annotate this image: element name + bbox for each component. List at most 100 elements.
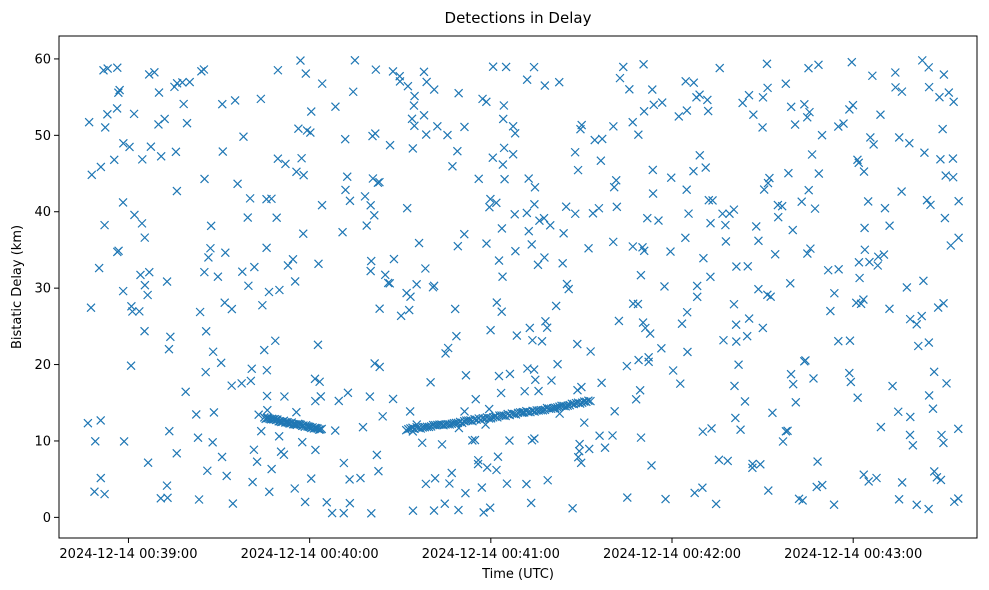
scatter-point (594, 203, 604, 213)
scatter-point (725, 209, 734, 219)
scatter-point (100, 489, 110, 499)
scatter-point (922, 195, 932, 205)
scatter-point (715, 63, 725, 73)
scatter-point (430, 473, 440, 483)
scatter-point (762, 59, 772, 69)
scatter-point (402, 288, 412, 298)
scatter-point (763, 178, 773, 188)
scatter-point (744, 90, 754, 100)
scatter-point (946, 241, 956, 250)
scatter-point (939, 438, 948, 448)
scatter-point (343, 388, 353, 398)
scatter-points (83, 55, 964, 518)
scatter-point (702, 95, 712, 105)
scatter-point (118, 198, 128, 207)
scatter-point (419, 67, 429, 77)
scatter-point (953, 424, 963, 434)
scatter-point (938, 124, 948, 134)
scatter-point (865, 132, 875, 142)
scatter-point (322, 497, 332, 507)
chart-title: Detections in Delay (445, 9, 592, 27)
scatter-point (497, 307, 507, 317)
scatter-point (505, 436, 514, 446)
track-point (453, 418, 463, 428)
scatter-point (781, 79, 791, 89)
scatter-point (486, 325, 496, 335)
scatter-point (543, 475, 553, 485)
scatter-point (768, 408, 777, 418)
scatter-point (283, 261, 293, 270)
scatter-point (195, 307, 205, 317)
scatter-point (403, 81, 413, 91)
scatter-point (845, 336, 855, 346)
scatter-point (488, 153, 498, 163)
scatter-point (432, 121, 442, 131)
scatter-point (919, 148, 929, 158)
scatter-point (482, 239, 491, 249)
scatter-point (404, 305, 414, 315)
scatter-point (781, 426, 791, 436)
scatter-point (859, 167, 869, 176)
scatter-point (488, 62, 498, 72)
scatter-point (773, 212, 783, 222)
scatter-point (484, 404, 494, 414)
scatter-point (296, 56, 305, 65)
scatter-point (586, 347, 596, 356)
scatter-point (202, 466, 212, 476)
scatter-point (885, 221, 895, 231)
scatter-point (230, 96, 240, 105)
scatter-point (612, 202, 622, 212)
scatter-point (929, 467, 939, 476)
track-point (488, 412, 498, 422)
scatter-point (902, 283, 912, 292)
scatter-point (498, 272, 507, 282)
scatter-point (628, 299, 638, 309)
scatter-point (313, 340, 323, 350)
scatter-point (444, 479, 454, 488)
scatter-point (314, 259, 323, 269)
scatter-point (666, 173, 676, 183)
scatter-point (748, 459, 758, 469)
scatter-point (539, 213, 549, 223)
scatter-point (454, 88, 464, 98)
scatter-point (249, 445, 259, 455)
scatter-point (834, 264, 844, 274)
scatter-point (208, 347, 218, 357)
scatter-point (127, 307, 137, 316)
scatter-point (555, 409, 565, 419)
scatter-point (375, 177, 384, 187)
scatter-point (677, 319, 687, 329)
scatter-point (660, 281, 669, 291)
scatter-point (628, 117, 638, 127)
scatter-point (530, 182, 540, 192)
scatter-point (553, 359, 562, 369)
scatter-point (954, 233, 964, 243)
scatter-point (481, 97, 491, 107)
scatter-point (459, 229, 469, 239)
scatter-point (853, 155, 862, 165)
scatter-point (692, 281, 702, 291)
scatter-point (526, 498, 536, 508)
scatter-point (345, 475, 354, 484)
scatter-point (576, 458, 586, 468)
scatter-point (288, 254, 298, 264)
scatter-point (692, 92, 701, 102)
scatter-point (136, 270, 145, 280)
scatter-point (644, 352, 654, 362)
scatter-point (863, 197, 873, 206)
scatter-point (171, 147, 181, 157)
scatter-point (912, 319, 922, 329)
scatter-point (115, 85, 125, 95)
x-axis-label: Time (UTC) (481, 567, 554, 582)
scatter-point (631, 394, 641, 404)
scatter-point (785, 278, 795, 288)
scatter-point (730, 413, 740, 423)
scatter-point (562, 279, 572, 289)
scatter-point (90, 436, 100, 446)
scatter-point (890, 68, 900, 77)
scatter-point (944, 88, 954, 98)
scatter-point (804, 63, 813, 73)
scatter-point (249, 262, 259, 272)
y-axis: 0 10 20 30 40 50 60 (34, 52, 59, 526)
scatter-point (682, 307, 692, 317)
